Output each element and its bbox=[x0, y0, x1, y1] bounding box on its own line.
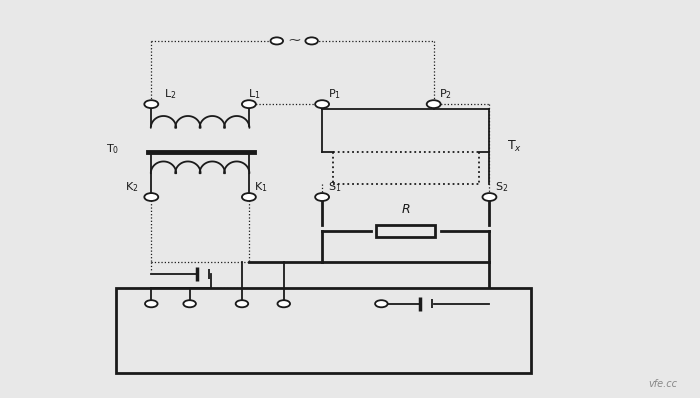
Circle shape bbox=[236, 300, 248, 307]
Text: P$_2$: P$_2$ bbox=[439, 87, 452, 101]
Circle shape bbox=[482, 193, 496, 201]
Circle shape bbox=[315, 193, 329, 201]
Text: TV: TV bbox=[277, 314, 290, 324]
Circle shape bbox=[144, 100, 158, 108]
Circle shape bbox=[375, 300, 388, 307]
Circle shape bbox=[277, 300, 290, 307]
Text: S$_1$: S$_1$ bbox=[328, 180, 341, 194]
Circle shape bbox=[242, 100, 256, 108]
Text: vfe.cc: vfe.cc bbox=[649, 379, 678, 389]
Circle shape bbox=[270, 37, 283, 45]
Text: T$_0$: T$_0$ bbox=[106, 143, 120, 156]
Text: D: D bbox=[238, 314, 246, 324]
Text: S$_2$: S$_2$ bbox=[495, 180, 508, 194]
Text: T$_x$: T$_x$ bbox=[145, 314, 158, 328]
Circle shape bbox=[183, 300, 196, 307]
Text: T$_x$: T$_x$ bbox=[507, 139, 522, 154]
Text: K$_1$: K$_1$ bbox=[255, 180, 268, 194]
Circle shape bbox=[315, 100, 329, 108]
Circle shape bbox=[427, 100, 440, 108]
Bar bbox=[116, 288, 531, 373]
Text: P$_1$: P$_1$ bbox=[328, 87, 341, 101]
Text: T$_o$: T$_o$ bbox=[183, 314, 195, 328]
Text: ~: ~ bbox=[287, 31, 301, 48]
Text: L$_1$: L$_1$ bbox=[248, 87, 260, 101]
Circle shape bbox=[144, 193, 158, 201]
Circle shape bbox=[242, 193, 256, 201]
Text: 电子互感器校验仪: 电子互感器校验仪 bbox=[294, 333, 354, 346]
Text: L$_2$: L$_2$ bbox=[164, 87, 176, 101]
Text: K$_2$: K$_2$ bbox=[125, 180, 139, 194]
Bar bbox=[376, 225, 435, 236]
Text: $R$: $R$ bbox=[401, 203, 410, 216]
Circle shape bbox=[305, 37, 318, 45]
Circle shape bbox=[145, 300, 158, 307]
